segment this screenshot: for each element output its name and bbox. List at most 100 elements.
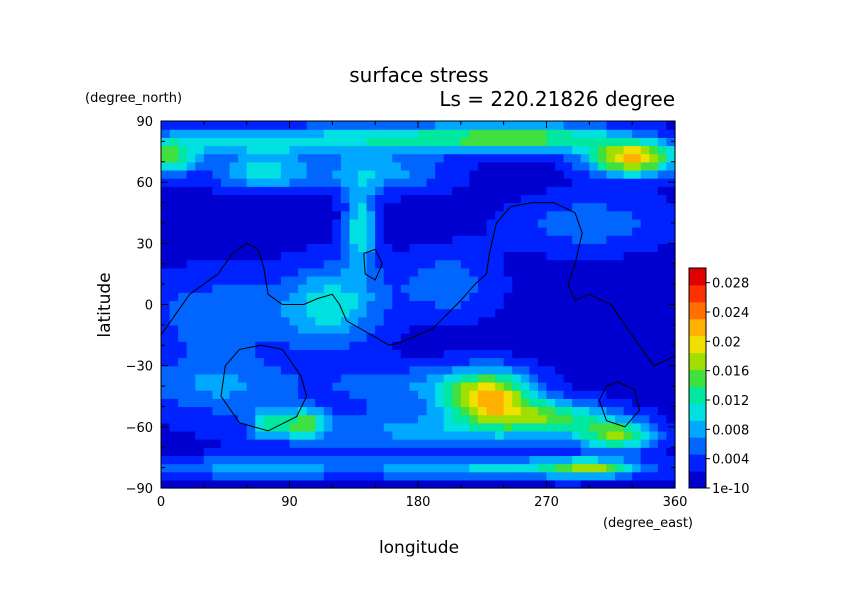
heatmap-cell: [246, 430, 256, 440]
heatmap-cell: [632, 341, 642, 350]
heatmap-cell: [340, 430, 351, 440]
heatmap-cell: [229, 300, 239, 310]
heatmap-cell: [460, 439, 470, 448]
heatmap-cell: [392, 422, 402, 432]
heatmap-cell: [520, 390, 530, 399]
heatmap-cell: [212, 414, 222, 424]
heatmap-cell: [186, 316, 196, 326]
heatmap-cell: [606, 333, 616, 342]
heatmap-cell: [597, 267, 608, 277]
heatmap-cell: [546, 324, 556, 334]
heatmap-cell: [272, 153, 282, 163]
heatmap-cell: [280, 259, 291, 269]
heatmap-cell: [666, 333, 676, 342]
heatmap-cell: [606, 202, 616, 212]
heatmap-cell: [477, 430, 488, 440]
heatmap-cell: [477, 284, 488, 293]
heatmap-cell: [495, 129, 505, 138]
heatmap-cell: [400, 243, 411, 253]
heatmap-cell: [220, 145, 231, 155]
y-tick-label: 0: [145, 299, 153, 314]
heatmap-cell: [426, 202, 436, 212]
heatmap-cell: [392, 300, 402, 310]
heatmap-cell: [503, 398, 513, 408]
heatmap-cell: [375, 153, 385, 163]
heatmap-cell: [546, 447, 556, 456]
heatmap-cell: [169, 479, 179, 489]
heatmap-cell: [589, 202, 599, 212]
heatmap-cell: [289, 186, 299, 195]
heatmap-cell: [212, 308, 222, 318]
heatmap-cell: [246, 129, 256, 138]
heatmap-cell: [238, 137, 248, 147]
heatmap-cell: [418, 161, 428, 171]
heatmap-cell: [537, 292, 548, 302]
heatmap-cell: [469, 235, 479, 244]
heatmap-cell: [537, 145, 548, 155]
heatmap-cell: [443, 259, 453, 269]
heatmap-cell: [537, 284, 548, 293]
heatmap-cell: [460, 243, 470, 253]
heatmap-cell: [186, 308, 196, 318]
heatmap-cell: [272, 471, 282, 481]
heatmap-cell: [169, 324, 179, 334]
heatmap-cell: [178, 275, 188, 285]
heatmap-cell: [640, 194, 650, 204]
heatmap-cell: [477, 194, 488, 204]
heatmap-cell: [400, 178, 411, 187]
heatmap-cell: [280, 479, 291, 489]
heatmap-cell: [263, 406, 273, 416]
heatmap-cell: [332, 414, 342, 424]
heatmap-cell: [580, 210, 590, 220]
heatmap-cell: [315, 178, 325, 187]
heatmap-cell: [512, 145, 522, 155]
heatmap-cell: [529, 381, 539, 391]
heatmap-cell: [169, 341, 179, 350]
heatmap-cell: [589, 333, 599, 342]
heatmap-cell: [615, 129, 625, 138]
heatmap-cell: [563, 169, 573, 179]
heatmap-cell: [186, 186, 196, 195]
heatmap-cell: [375, 365, 385, 375]
heatmap-cell: [597, 202, 608, 212]
heatmap-cell: [495, 471, 505, 481]
heatmap-cell: [495, 137, 505, 147]
heatmap-cell: [469, 406, 479, 416]
heatmap-cell: [280, 333, 291, 342]
heatmap-cell: [657, 218, 668, 228]
heatmap-cell: [349, 349, 359, 359]
heatmap-cell: [255, 169, 265, 179]
heatmap-cell: [640, 406, 650, 416]
heatmap-cell: [315, 235, 325, 244]
heatmap-cell: [315, 129, 325, 138]
contour-line: [220, 344, 308, 432]
heatmap-cell: [383, 398, 393, 408]
heatmap-cell: [640, 381, 650, 391]
heatmap-cell: [495, 324, 505, 334]
heatmap-cell: [469, 129, 479, 138]
heatmap-cell: [537, 169, 548, 179]
heatmap-cell: [358, 161, 368, 171]
heatmap-cell: [435, 145, 445, 155]
contour-line: [160, 202, 676, 367]
heatmap-cell: [375, 430, 385, 440]
heatmap-cell: [546, 292, 556, 302]
heatmap-cell: [409, 390, 419, 399]
heatmap-cell: [443, 406, 453, 416]
heatmap-cell: [640, 161, 650, 171]
heatmap-cell: [555, 121, 565, 130]
heatmap-cell: [272, 235, 282, 244]
heatmap-cell: [161, 169, 171, 179]
heatmap-cell: [400, 316, 411, 326]
heatmap-cell: [315, 316, 325, 326]
heatmap-cell: [563, 178, 573, 187]
heatmap-cell: [255, 430, 265, 440]
heatmap-cell: [255, 471, 265, 481]
heatmap-cell: [272, 381, 282, 391]
heatmap-cell: [169, 137, 179, 147]
heatmap-cell: [529, 259, 539, 269]
heatmap-cell: [289, 422, 299, 432]
heatmap-cell: [229, 324, 239, 334]
heatmap-cell: [503, 235, 513, 244]
heatmap-cell: [537, 194, 548, 204]
